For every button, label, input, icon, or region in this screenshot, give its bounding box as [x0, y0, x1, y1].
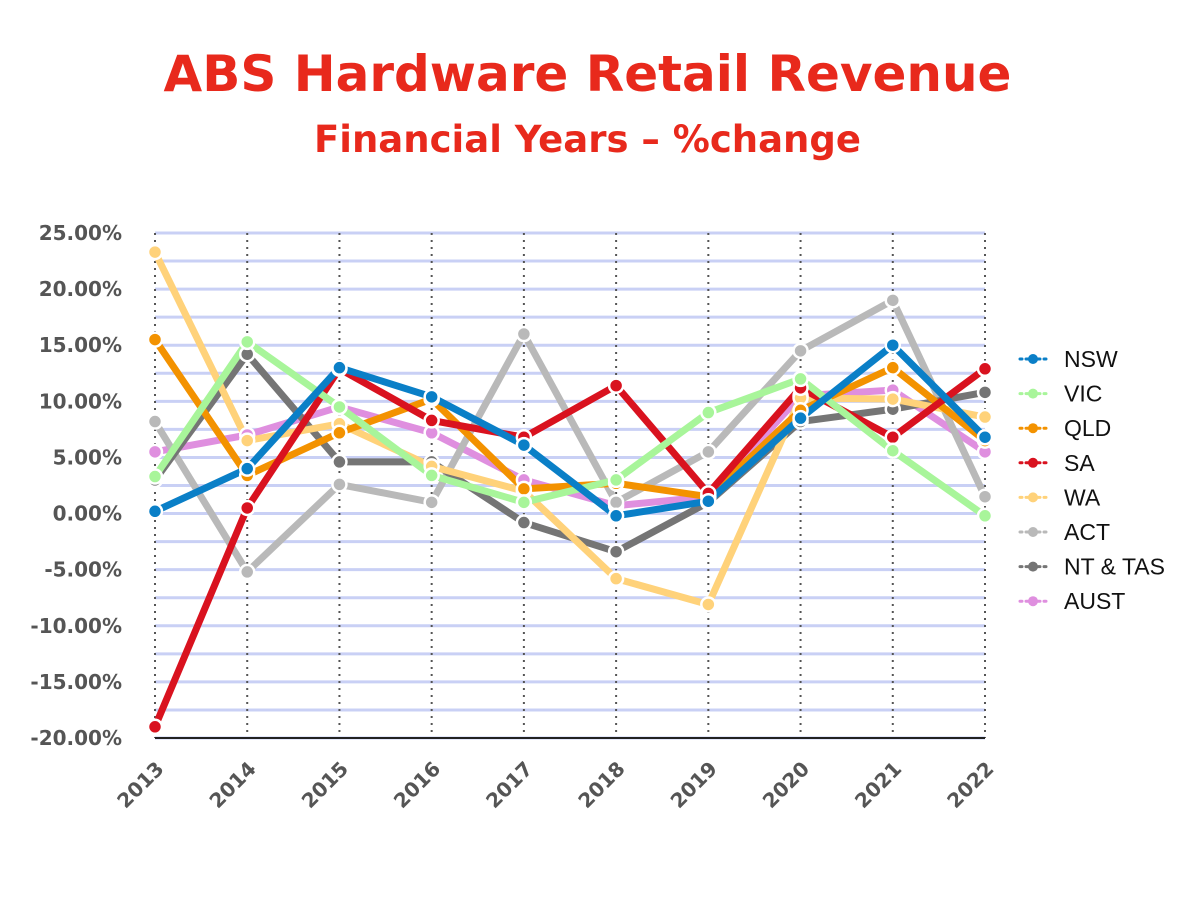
x-tick-label: 2019 — [666, 757, 722, 813]
legend-marker — [1028, 527, 1038, 537]
data-point — [146, 503, 164, 520]
data-point — [976, 360, 994, 378]
x-tick-label: 2020 — [758, 757, 814, 813]
data-point — [884, 292, 902, 309]
y-tick-label: -20.00% — [30, 726, 122, 750]
series-line-nsw — [151, 341, 989, 520]
y-axis: 25.00% 20.00% 15.00% 10.00% 5.00% 0.00% -5.00%… — [30, 221, 122, 750]
data-point — [423, 467, 440, 484]
x-tick-label: 2013 — [112, 757, 168, 813]
legend-marker — [1028, 561, 1038, 572]
data-point — [792, 409, 809, 427]
data-point — [607, 507, 625, 525]
x-tick-label: 2014 — [204, 757, 260, 813]
legend-label: WA — [1064, 484, 1101, 510]
series-lines — [146, 243, 994, 736]
data-point — [331, 424, 348, 442]
data-point — [331, 453, 348, 471]
data-point — [884, 359, 902, 376]
data-point — [976, 428, 994, 446]
data-point — [423, 412, 440, 429]
data-point — [700, 443, 717, 461]
legend-label: AUST — [1064, 588, 1125, 614]
chart-title: ABS Hardware Retail Revenue — [163, 45, 1012, 103]
x-tick-label: 2016 — [389, 757, 445, 813]
data-point — [146, 468, 164, 485]
legend-marker — [1028, 596, 1038, 607]
data-point — [792, 370, 809, 388]
y-tick-label: -15.00% — [30, 670, 122, 694]
data-point — [976, 507, 994, 525]
data-point — [607, 494, 625, 511]
y-tick-label: 15.00% — [39, 333, 122, 357]
data-point — [515, 436, 533, 454]
chart-subtitle: Financial Years – %change — [314, 118, 861, 161]
data-point — [146, 718, 164, 736]
data-point — [884, 442, 902, 459]
y-tick-label: -5.00% — [44, 558, 122, 582]
data-point — [976, 488, 994, 505]
y-tick-label: 10.00% — [39, 389, 122, 413]
legend-marker — [1028, 388, 1038, 399]
y-tick-label: 0.00% — [53, 502, 122, 526]
data-point — [700, 492, 717, 510]
data-point — [607, 377, 625, 394]
legend-label: VIC — [1064, 381, 1102, 407]
data-point — [238, 460, 256, 477]
series-line-act — [151, 296, 989, 576]
legend-label: SA — [1064, 450, 1095, 476]
grid — [154, 231, 986, 740]
data-point — [238, 432, 256, 449]
y-tick-label: 5.00% — [53, 445, 122, 469]
series-line-vic — [151, 338, 989, 520]
data-point — [146, 331, 164, 348]
data-point — [607, 570, 625, 587]
data-point — [976, 408, 994, 426]
x-tick-label: 2017 — [481, 757, 537, 813]
x-axis: 2013 2014 2015 2016 2017 2018 2019 2020 2021 2022 — [112, 757, 998, 813]
data-point — [515, 325, 533, 343]
data-point — [976, 384, 994, 401]
legend-label: QLD — [1064, 415, 1111, 441]
data-point — [607, 471, 625, 489]
data-point — [146, 243, 164, 261]
legend-marker — [1028, 457, 1038, 468]
data-point — [792, 342, 809, 360]
legend-marker — [1028, 354, 1038, 364]
y-tick-label: 20.00% — [39, 277, 122, 301]
legend: NSW VIC QLD SA WA ACT NT & TAS AUST — [1018, 346, 1165, 614]
y-tick-label: -10.00% — [30, 614, 122, 638]
data-point — [515, 514, 533, 531]
legend-marker — [1028, 423, 1038, 434]
legend-label: ACT — [1064, 519, 1110, 545]
x-tick-label: 2022 — [942, 757, 998, 813]
data-point — [884, 336, 902, 354]
x-tick-label: 2021 — [850, 757, 906, 813]
data-point — [515, 480, 533, 498]
data-point — [331, 398, 348, 416]
data-point — [423, 388, 440, 406]
data-point — [700, 596, 717, 613]
data-point — [607, 543, 625, 560]
data-point — [238, 563, 256, 581]
data-point — [331, 476, 348, 493]
legend-marker — [1028, 492, 1038, 503]
data-point — [423, 494, 440, 511]
data-point — [238, 499, 256, 517]
x-tick-label: 2015 — [297, 757, 353, 813]
series-line-qld — [151, 336, 989, 501]
legend-label: NT & TAS — [1064, 554, 1165, 580]
legend-label: NSW — [1064, 346, 1118, 372]
data-point — [700, 404, 717, 421]
y-tick-label: 25.00% — [39, 221, 122, 245]
x-tick-label: 2018 — [573, 757, 629, 813]
data-point — [884, 390, 902, 408]
data-point — [515, 494, 533, 511]
data-point — [884, 428, 902, 446]
data-point — [238, 333, 256, 351]
data-point — [331, 359, 348, 376]
data-point — [146, 443, 164, 461]
data-point — [146, 413, 164, 430]
